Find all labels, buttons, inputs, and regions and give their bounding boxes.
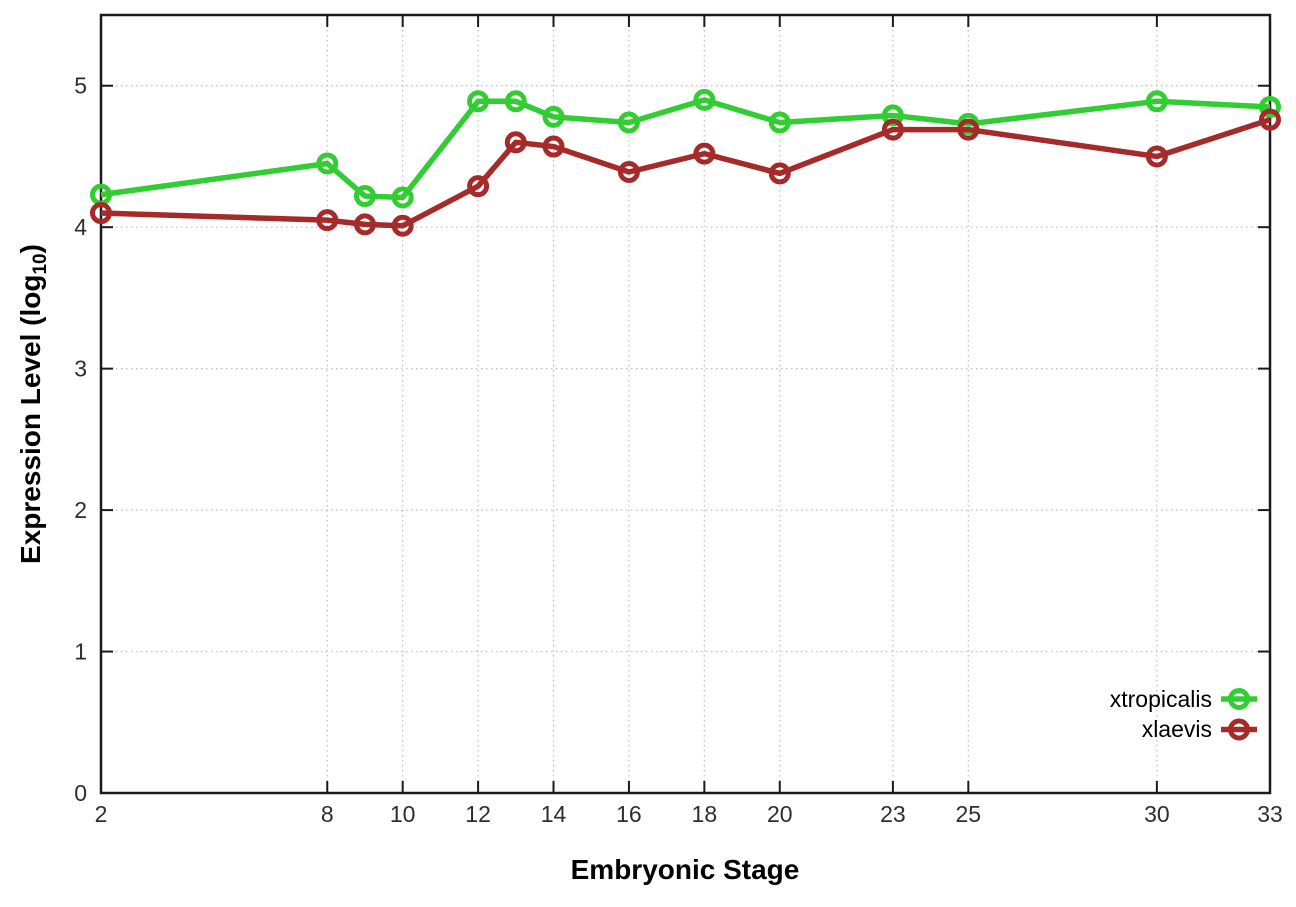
x-tick-label: 20 — [767, 801, 793, 827]
x-axis-title: Embryonic Stage — [571, 854, 800, 885]
series-xlaevis-point — [90, 202, 112, 225]
y-axis-title: Expression Level (log10) — [15, 244, 51, 564]
x-tick-label: 25 — [956, 801, 982, 827]
x-tick-label: 10 — [390, 801, 416, 827]
x-tick-label: 8 — [321, 801, 334, 827]
series-xlaevis-point — [957, 118, 980, 141]
series-xtropicalis-point — [768, 111, 791, 134]
series-xlaevis-point — [353, 213, 376, 236]
series-xlaevis-point — [391, 214, 414, 237]
plot-border — [99, 13, 1272, 795]
y-tick-label: 2 — [74, 497, 87, 523]
y-tick-label: 4 — [74, 214, 87, 240]
series-xtropicalis-point — [467, 90, 490, 113]
series-xlaevis-point — [693, 142, 716, 165]
y-tick-label: 0 — [74, 780, 87, 806]
legend-label-xtropicalis: xtropicalis — [1110, 686, 1212, 712]
series-xtropicalis-point — [693, 88, 716, 111]
series-xlaevis-point — [1145, 145, 1168, 168]
x-tick-label: 30 — [1144, 801, 1170, 827]
series-xlaevis-point — [1259, 108, 1281, 131]
y-axis-title-main: Expression Level (log — [15, 275, 46, 564]
y-tick-label: 5 — [74, 73, 87, 99]
series-xlaevis-point — [542, 135, 565, 158]
series-xtropicalis-point — [542, 105, 565, 128]
series-xtropicalis-point — [1259, 95, 1281, 118]
y-tick-label: 3 — [74, 356, 87, 382]
grid-layer — [100, 15, 1271, 793]
series-xtropicalis-point — [391, 186, 414, 209]
series-xtropicalis-point — [881, 104, 904, 127]
y-tick-label: 1 — [74, 639, 87, 665]
legend-label-xlaevis: xlaevis — [1142, 716, 1212, 742]
x-tick-label: 12 — [465, 801, 491, 827]
series-layer — [90, 88, 1281, 237]
series-xtropicalis-point — [504, 90, 527, 113]
series-xtropicalis-point — [617, 111, 640, 134]
x-tick-label: 23 — [880, 801, 906, 827]
x-tick-label: 14 — [541, 801, 567, 827]
series-xtropicalis-point — [316, 152, 339, 175]
series-xlaevis-point — [316, 209, 339, 232]
series-xtropicalis-point — [353, 185, 376, 208]
y-axis-title-subscript: 10 — [30, 253, 51, 274]
legend-sample-marker-xlaevis — [1228, 718, 1250, 741]
x-tick-label: 18 — [692, 801, 718, 827]
y-axis-title-close: ) — [15, 244, 46, 253]
x-tick-label: 2 — [95, 801, 108, 827]
legend-sample-marker-xtropicalis — [1228, 688, 1250, 710]
series-xlaevis-point — [504, 131, 527, 154]
series-xtropicalis-point — [1145, 90, 1168, 113]
series-xlaevis-point — [768, 162, 791, 185]
x-tick-label: 16 — [616, 801, 642, 827]
legend-samples — [1221, 688, 1257, 741]
series-xlaevis-point — [617, 161, 640, 184]
series-xlaevis-point — [467, 175, 490, 198]
x-tick-label: 33 — [1257, 801, 1283, 827]
series-xlaevis-point — [881, 118, 904, 141]
